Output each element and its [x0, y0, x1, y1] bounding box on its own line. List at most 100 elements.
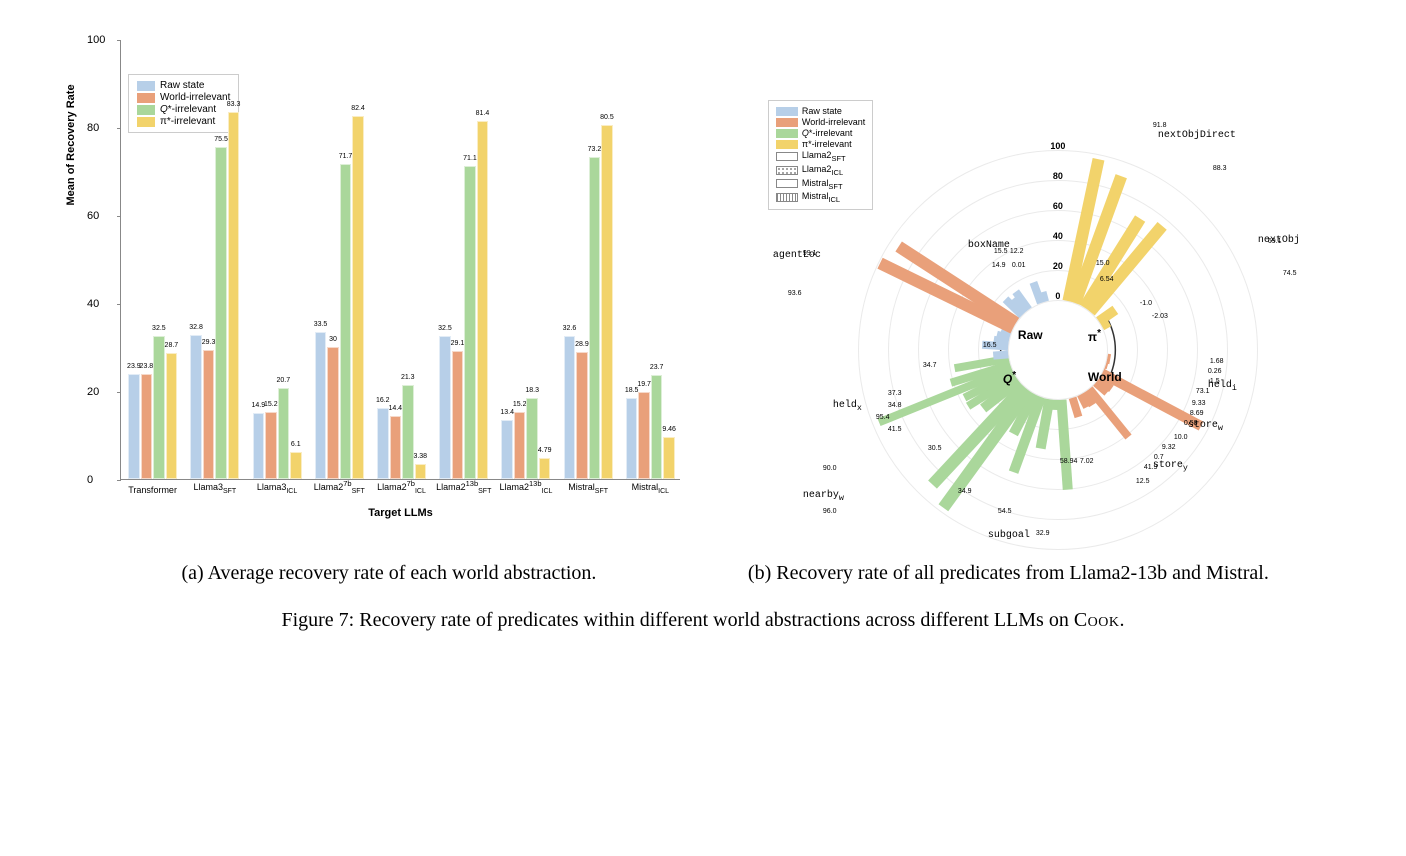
value-annotation: 88.3 — [1213, 165, 1227, 172]
legend-b: Raw stateWorld-irrelevantQ*-irrelevantπ*… — [768, 100, 873, 210]
bar-group-llama2-13b-sft: 32.529.171.181.4Llama213bSFT — [439, 121, 488, 479]
value-annotation: 41.9 — [1144, 464, 1158, 471]
xtick-label: Llama213bSFT — [436, 479, 491, 495]
bar: 82.4 — [352, 116, 364, 479]
bar: 83.3 — [228, 112, 240, 479]
caption-suffix: . — [1120, 609, 1125, 631]
value-annotation: 30.5 — [928, 445, 942, 452]
value-annotation: 8.69 — [1190, 410, 1204, 417]
value-annotation: 1.5 — [1210, 378, 1220, 385]
value-annotation: 9.32 — [1162, 444, 1176, 451]
predicate-label: heldx — [833, 400, 862, 413]
sector-label: π* — [1088, 328, 1101, 344]
value-annotation: 16.5 — [983, 342, 997, 349]
bar: 15.2 — [514, 412, 526, 479]
bar: 13.4 — [501, 420, 513, 479]
predicate-label: nearbyw — [803, 490, 844, 503]
bar: 18.3 — [526, 398, 538, 479]
value-annotation: -2.03 — [1152, 313, 1168, 320]
sector-label: Q* — [1003, 370, 1016, 386]
bar: 81.4 — [477, 121, 489, 479]
caption-cook: Cook — [1074, 609, 1120, 631]
value-annotation: 9.33 — [1192, 400, 1206, 407]
value-annotation: 14.9 — [992, 262, 1006, 269]
bar: 23.9 — [128, 374, 140, 479]
bar: 28.7 — [166, 353, 178, 479]
bar: 3.38 — [415, 464, 427, 479]
value-annotation: 74.5 — [1283, 270, 1297, 277]
subcaption-a: (a) Average recovery rate of each world … — [60, 562, 718, 585]
value-annotation: 7.02 — [1080, 458, 1094, 465]
bar-group-llama3-icl: 14.915.220.76.1Llama3ICL — [253, 388, 302, 479]
xtick-label: MistralSFT — [568, 482, 608, 495]
radial-chart: Raw stateWorld-irrelevantQ*-irrelevantπ*… — [748, 90, 1308, 550]
value-annotation: 37.3 — [888, 390, 902, 397]
bar: 29.3 — [203, 350, 215, 479]
bar: 15.2 — [265, 412, 277, 479]
value-annotation: 99.1 — [803, 250, 817, 257]
sector-label: Raw — [1018, 328, 1043, 342]
bar-group-llama2-7b-icl: 16.214.421.33.38Llama27bICL — [377, 385, 426, 479]
value-annotation: 91.8 — [1153, 122, 1167, 129]
value-annotation: 34.8 — [888, 402, 902, 409]
subcaption-b: (b) Recovery rate of all predicates from… — [748, 562, 1346, 585]
value-annotation: 0.58 — [1184, 420, 1198, 427]
bar-chart-frame: Raw stateWorld-irrelevantQ*-irrelevantπ*… — [60, 40, 718, 550]
bar: 21.3 — [402, 385, 414, 479]
bar: 4.79 — [539, 458, 551, 479]
predicate-label: storey — [1153, 460, 1188, 473]
bar-group-llama2-13b-icl: 13.415.218.34.79Llama213bICL — [501, 398, 550, 479]
bar: 20.7 — [278, 388, 290, 479]
caption-body: Recovery rate of predicates within diffe… — [354, 609, 1074, 631]
bar: 19.7 — [638, 392, 650, 479]
xtick-label: Llama213bICL — [499, 479, 552, 495]
value-annotation: 1.68 — [1210, 358, 1224, 365]
figure-caption: Figure 7: Recovery rate of predicates wi… — [60, 609, 1346, 632]
value-annotation: 96.0 — [823, 508, 837, 515]
value-annotation: 12.5 — [1136, 478, 1150, 485]
value-annotation: 15.0 — [1096, 260, 1110, 267]
value-annotation: 54.5 — [998, 508, 1012, 515]
xtick-label: MistralICL — [632, 482, 669, 495]
value-annotation: 10.0 — [1174, 434, 1188, 441]
bar: 28.9 — [576, 352, 588, 479]
value-annotation: 32.9 — [1036, 530, 1050, 537]
bar: 29.1 — [452, 351, 464, 479]
bar: 23.7 — [651, 375, 663, 479]
panel-b: Raw stateWorld-irrelevantQ*-irrelevantπ*… — [748, 90, 1346, 585]
bar: 23.8 — [141, 374, 153, 479]
radial-wedge — [993, 350, 1009, 359]
xtick-label: Llama3ICL — [257, 482, 297, 495]
value-annotation: 6.54 — [1100, 276, 1114, 283]
bar: 32.8 — [190, 335, 202, 479]
bar: 18.5 — [626, 398, 638, 479]
bar: 71.1 — [464, 166, 476, 479]
bar: 71.7 — [340, 164, 352, 479]
value-annotation: 69.1 — [1268, 238, 1282, 245]
value-annotation: -1.0 — [1140, 300, 1152, 307]
value-annotation: 93.6 — [788, 290, 802, 297]
bar: 32.5 — [439, 336, 451, 479]
value-annotation: 34.7 — [923, 362, 937, 369]
value-annotation: 0.01 — [1012, 262, 1026, 269]
value-annotation: 0.26 — [1208, 368, 1222, 375]
bar: 73.2 — [589, 157, 601, 479]
value-annotation: 58.94 — [1060, 458, 1078, 465]
bar: 32.5 — [153, 336, 165, 479]
bar-group-llama2-7b-sft: 33.53071.782.4Llama27bSFT — [315, 116, 364, 479]
panel-a: Raw stateWorld-irrelevantQ*-irrelevantπ*… — [60, 30, 718, 585]
xtick-label: Llama27bSFT — [314, 479, 365, 495]
bar: 14.4 — [390, 416, 402, 479]
predicate-label: subgoal — [988, 530, 1030, 541]
bar-group-transformer: 23.923.832.528.7Transformer — [128, 336, 177, 479]
y-axis-label: Mean of Recovery Rate — [65, 84, 77, 205]
value-annotation: 95.4 — [876, 414, 890, 421]
xtick-label: Transformer — [128, 485, 177, 495]
value-annotation: 0.7 — [1154, 454, 1164, 461]
xtick-label: Llama27bICL — [377, 479, 426, 495]
bar: 33.5 — [315, 332, 327, 479]
bar: 14.9 — [253, 413, 265, 479]
caption-prefix: Figure 7: — [281, 609, 354, 631]
bar-group-mistral-icl: 18.519.723.79.46MistralICL — [626, 375, 675, 479]
xtick-label: Llama3SFT — [193, 482, 236, 495]
